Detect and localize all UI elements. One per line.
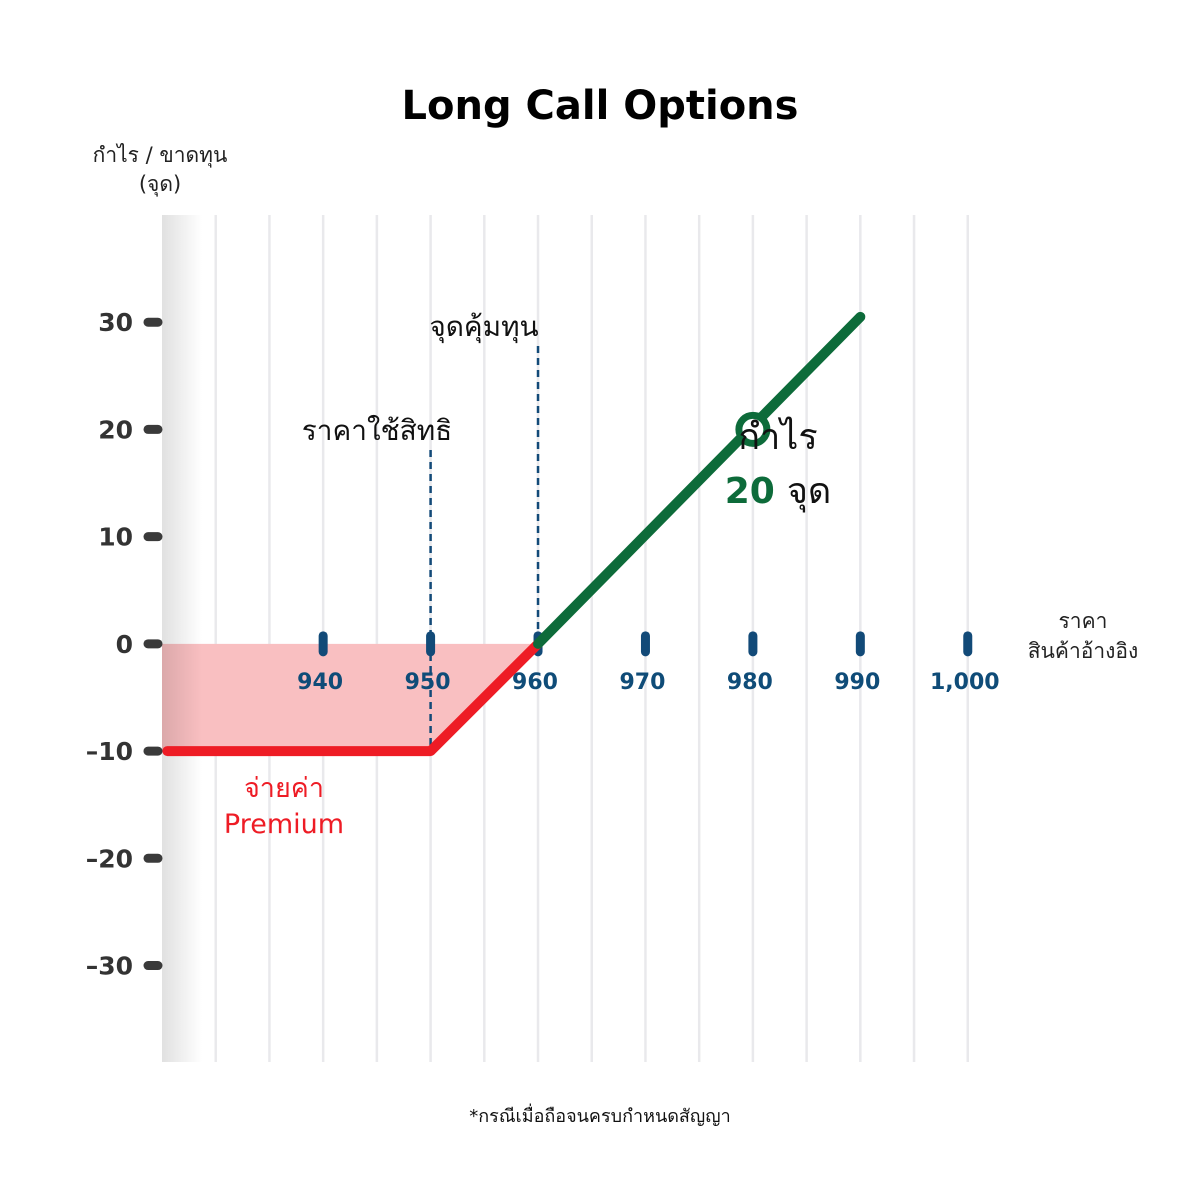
y-tick-label-2: 10: [98, 523, 133, 552]
loss-area: [162, 643, 539, 752]
x-tick-label-0: 940: [297, 670, 343, 695]
y-axis-shadow: [162, 215, 202, 1062]
y-tick-label-6: –30: [86, 952, 133, 981]
reference-lines: [429, 346, 540, 752]
y-tick-label-0: 30: [98, 308, 133, 337]
y-tick-label-1: 20: [98, 415, 133, 444]
y-axis-label-line2: (จุด): [139, 172, 181, 197]
loss-line: [162, 638, 544, 757]
x-tick-label-4: 980: [727, 670, 773, 695]
strike-price-label: ราคาใช้สิทธิ: [302, 414, 453, 447]
x-tick-label-6: 1,000: [930, 670, 1000, 695]
footnote: *กรณีเมื่อถือจนครบกำหนดสัญญา: [469, 1103, 730, 1127]
y-tick-label-5: –20: [86, 844, 133, 873]
breakeven-label: จุดคุ้มทุน: [429, 310, 538, 344]
highlight-point-group: [735, 411, 771, 447]
profit-line: [533, 311, 866, 649]
x-tick-label-1: 950: [405, 670, 451, 695]
profit-annotation-word: กำไร: [738, 416, 817, 458]
profit-annotation-number: 20: [725, 471, 775, 512]
profit-annotation-unit: จุด: [787, 471, 831, 513]
y-tick-label-4: –10: [86, 737, 133, 766]
y-tick-label-3: 0: [116, 630, 133, 659]
highlight-point: [735, 411, 771, 447]
profit-annotation-line: 20 จุด: [725, 471, 832, 513]
gridlines: [214, 215, 970, 1062]
x-tick-label-5: 990: [834, 670, 880, 695]
premium-annotation-line1: จ่ายค่า: [244, 773, 324, 804]
chart-title: Long Call Options: [402, 83, 799, 129]
premium-annotation-line2: Premium: [224, 809, 344, 840]
payoff-series: [162, 311, 866, 757]
x-axis-label-line1: ราคา: [1059, 609, 1108, 633]
y-axis: 30 20 10 0 –10 –20 –30: [86, 215, 165, 1062]
y-axis-label-line1: กำไร / ขาดทุน: [93, 143, 228, 168]
x-tick-label-2: 960: [512, 670, 558, 695]
x-axis: 940 950 960 970 980 990 1,000: [162, 631, 1000, 695]
x-axis-label-line2: สินค้าอ้างอิง: [1028, 639, 1139, 663]
x-tick-label-3: 970: [619, 670, 665, 695]
